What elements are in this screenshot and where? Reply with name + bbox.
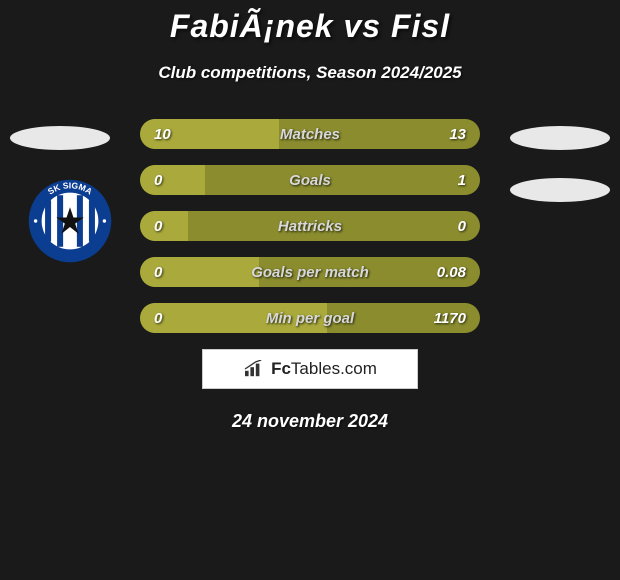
stat-value-right: 13 <box>449 126 466 143</box>
stat-bar-left-fill <box>140 211 188 241</box>
stat-label: Min per goal <box>266 310 354 327</box>
stat-bar-track: 0 0.08 Goals per match <box>140 257 480 287</box>
stat-label: Hattricks <box>278 218 342 235</box>
stat-value-right: 0.08 <box>437 264 466 281</box>
stat-value-left: 0 <box>154 218 162 235</box>
date-label: 24 november 2024 <box>0 411 620 432</box>
stat-value-right: 0 <box>458 218 466 235</box>
brand-box[interactable]: FcTables.com <box>202 349 418 389</box>
stats-comparison: 10 13 Matches 0 1 Goals 0 0 Hattricks 0 0.08 Goals … <box>0 119 620 333</box>
stat-bar-left-fill <box>140 165 205 195</box>
subtitle: Club competitions, Season 2024/2025 <box>0 63 620 83</box>
stat-value-left: 0 <box>154 264 162 281</box>
stat-row: 0 0.08 Goals per match <box>0 257 620 287</box>
stat-bar-track: 10 13 Matches <box>140 119 480 149</box>
stat-value-left: 0 <box>154 310 162 327</box>
stat-row: 10 13 Matches <box>0 119 620 149</box>
stat-value-left: 0 <box>154 172 162 189</box>
stat-value-right: 1 <box>458 172 466 189</box>
stat-row: 0 1170 Min per goal <box>0 303 620 333</box>
stat-value-right: 1170 <box>434 310 466 327</box>
stat-label: Goals per match <box>251 264 369 281</box>
stat-bar-track: 0 1170 Min per goal <box>140 303 480 333</box>
stat-value-left: 10 <box>154 126 171 143</box>
stat-bar-track: 0 0 Hattricks <box>140 211 480 241</box>
bar-chart-icon <box>243 360 265 378</box>
stat-label: Goals <box>289 172 331 189</box>
brand-label: FcTables.com <box>271 359 377 379</box>
stat-bar-track: 0 1 Goals <box>140 165 480 195</box>
page-title: FabiÃ¡nek vs Fisl <box>0 0 620 45</box>
stat-label: Matches <box>280 126 340 143</box>
stat-row: 0 1 Goals <box>0 165 620 195</box>
stat-row: 0 0 Hattricks <box>0 211 620 241</box>
